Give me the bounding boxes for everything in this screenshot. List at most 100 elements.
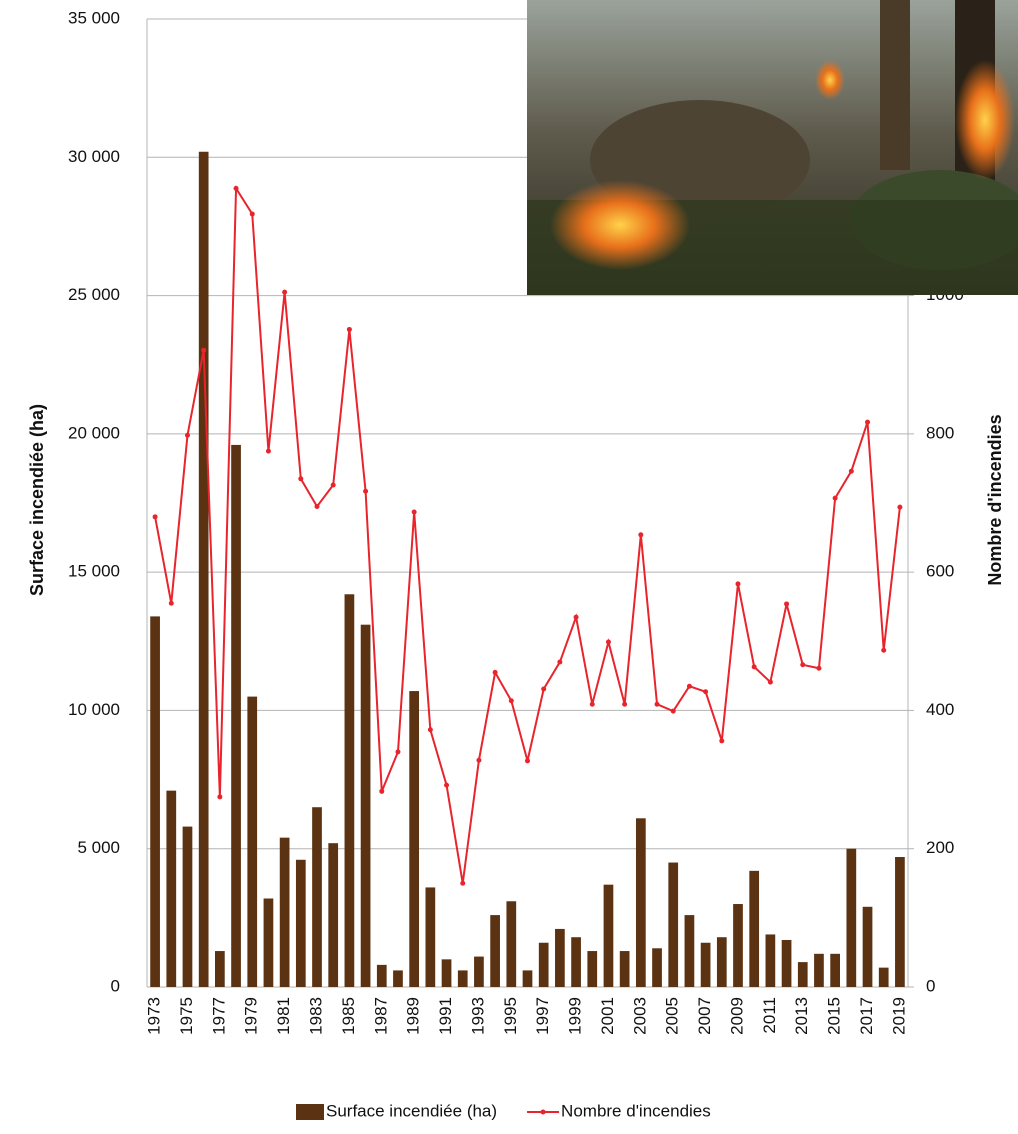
line-marker [444,782,450,788]
bar [749,870,760,987]
legend-swatch [540,1109,546,1115]
photo [527,0,1018,295]
line-marker [654,701,660,707]
x-tick-label: 2017 [857,997,876,1035]
legend-swatch [296,1104,324,1120]
line-marker [395,749,401,755]
line-marker [346,326,352,332]
line-marker [460,880,466,886]
bar [830,953,840,987]
bar [425,887,436,987]
line-marker [492,669,498,675]
x-tick-label: 1991 [436,997,455,1035]
bar [895,857,905,987]
line-marker [719,738,725,744]
line-marker [249,211,255,217]
bar [765,934,776,987]
line-marker [622,701,628,707]
x-tick-label: 2019 [889,997,908,1035]
line-marker [865,419,871,425]
bar [376,964,387,987]
line-marker [589,701,595,707]
x-tick-label: 2007 [695,997,714,1035]
bar [781,939,792,987]
plot-area: 0 5 000 10 000 15 000 20 000 25 000 30 000 35 0… [68,8,964,1120]
bar [328,843,339,987]
y2-tick-label: 400 [926,700,954,719]
bar [652,948,662,987]
bar [344,594,355,987]
x-tick-label: 2003 [630,997,649,1035]
x-tick-label: 1989 [404,997,423,1035]
x-tick-label: 1983 [306,997,325,1035]
x-tick-label: 1975 [177,997,196,1035]
bar [474,956,484,987]
y-tick-label: 10 000 [68,700,120,719]
line-marker [897,504,903,510]
bar [182,826,193,987]
bar [231,444,241,987]
x-tick-label: 1981 [274,997,293,1035]
bar [409,691,420,987]
x-tick-label: 1985 [339,997,358,1035]
y2-tick-label: 800 [926,423,954,442]
bar [571,937,581,987]
line-marker [427,727,433,733]
bar [716,937,727,987]
bar [635,818,646,987]
x-tick-label: 2015 [825,997,844,1035]
line-marker [784,601,790,607]
bar [522,970,533,987]
bar [166,790,177,987]
legend-label: Nombre d'incendies [561,1101,711,1120]
bar [150,616,160,987]
x-tick-label: 1973 [145,997,164,1035]
bar [684,915,695,987]
y2-tick-label: 0 [926,976,935,995]
line-marker [881,647,887,653]
bar [312,807,322,987]
bar [733,904,743,987]
line-marker [508,698,514,704]
x-tick-label: 1977 [209,997,228,1035]
y-tick-label: 30 000 [68,147,120,166]
line-marker [217,794,223,800]
y-tick-label: 15 000 [68,562,120,581]
bar [814,953,824,987]
line-marker [816,665,822,671]
bar [506,901,517,987]
line-marker [411,509,417,515]
line-marker [184,432,190,438]
bar [587,951,598,987]
x-tick-label: 2005 [663,997,682,1035]
bar [797,962,808,987]
line-marker [152,514,158,520]
bar [360,624,371,987]
bar [247,696,258,987]
y-tick-label: 20 000 [68,423,120,442]
bar [490,915,500,987]
line-marker [265,448,271,454]
x-tick-label: 1993 [468,997,487,1035]
line-marker [363,488,369,494]
bar [393,970,403,987]
y-axis-title: Surface incendiée (ha) [27,404,47,596]
line-marker [735,581,741,587]
bar [846,848,857,987]
x-tick-label: 1987 [371,997,390,1035]
bar [878,967,889,987]
line-marker [767,679,773,685]
line-marker [525,758,530,764]
line-marker [233,185,239,191]
y2-tick-label: 600 [926,562,954,581]
y-tick-label: 35 000 [68,8,120,27]
y-tick-label: 25 000 [68,285,120,304]
line-marker [298,476,304,482]
line-marker [201,347,207,353]
bar [198,151,209,988]
bar [619,951,630,987]
x-tick-label: 2013 [792,997,811,1035]
x-tick-label: 1995 [501,997,520,1035]
bar [215,951,225,987]
